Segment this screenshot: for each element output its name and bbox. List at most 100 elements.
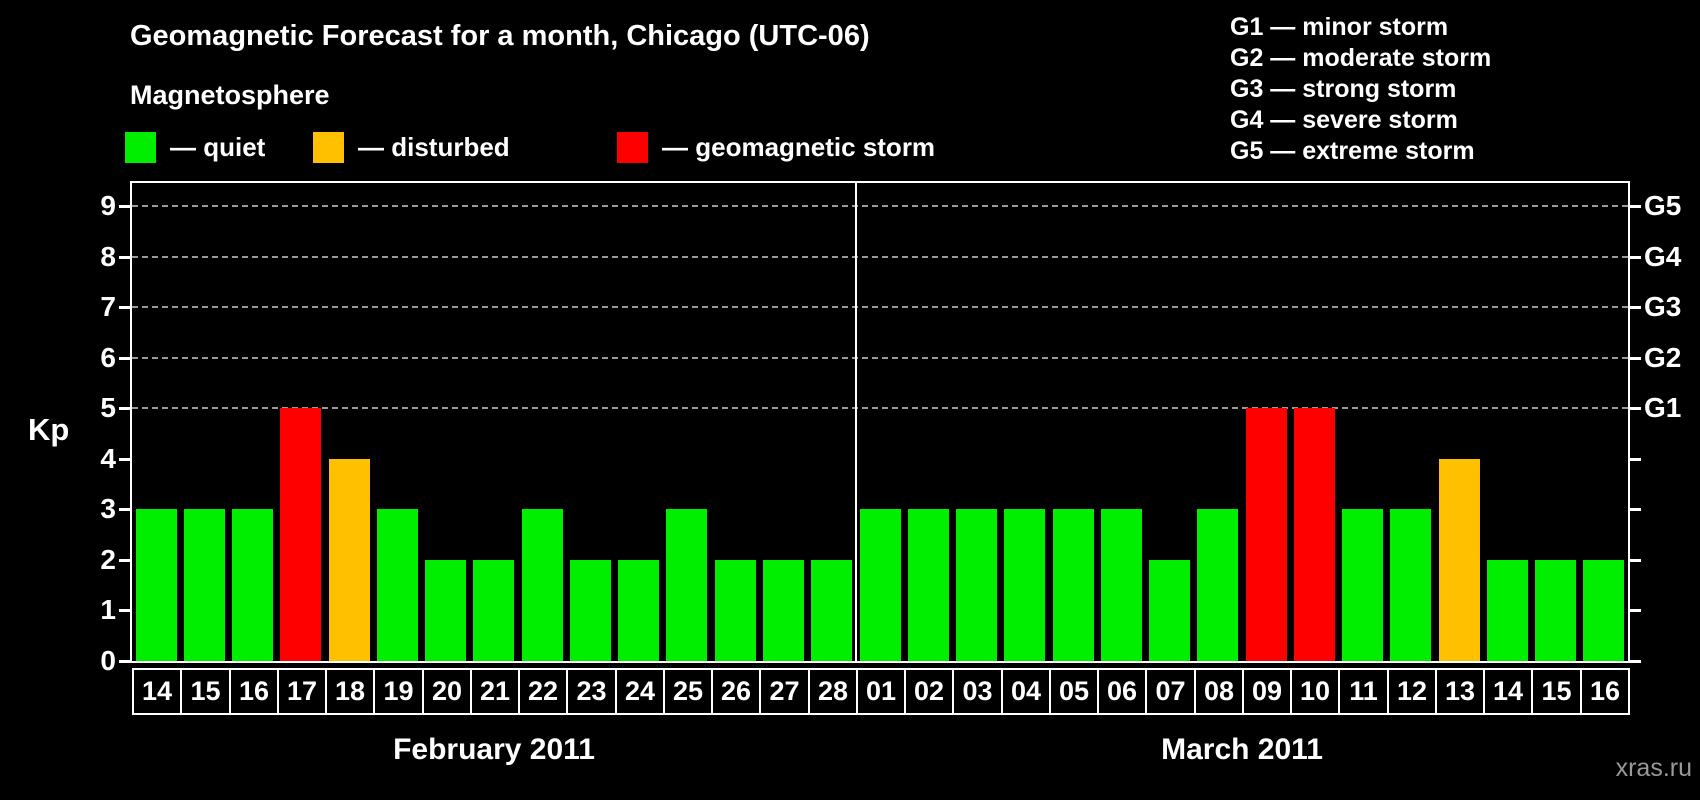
- kp-bar-day-06: [1101, 509, 1142, 661]
- y-tick-left: [119, 255, 132, 259]
- day-label-09: 09: [1242, 668, 1292, 715]
- kp-bar-day-21: [473, 560, 514, 661]
- right-axis-label-G3: G3: [1644, 291, 1682, 323]
- day-label-27: 27: [759, 668, 810, 715]
- day-label-28: 28: [808, 668, 858, 715]
- day-label-02: 02: [904, 668, 954, 715]
- legend-swatch-disturbed: [313, 132, 344, 163]
- y-tick-label-5: 5: [100, 392, 116, 424]
- y-tick-label-6: 6: [100, 341, 116, 373]
- day-label-17: 17: [277, 668, 327, 715]
- gridline-kp6: [132, 356, 1628, 359]
- kp-bar-day-16: [232, 509, 273, 661]
- kp-bar-day-28: [811, 560, 852, 661]
- y-tick-label-2: 2: [100, 543, 116, 575]
- kp-bar-day-13: [1439, 459, 1480, 661]
- kp-bar-day-02: [908, 509, 949, 661]
- g-scale-item-1: G1 — minor storm: [1230, 13, 1449, 41]
- day-label-24: 24: [615, 668, 665, 715]
- day-label-14: 14: [1483, 668, 1533, 715]
- kp-bar-day-27: [763, 560, 804, 661]
- right-axis-label-G5: G5: [1644, 189, 1682, 221]
- kp-bar-day-16: [1583, 560, 1624, 661]
- y-tick-right: [1628, 204, 1641, 208]
- month-label: February 2011: [393, 733, 595, 766]
- kp-bar-day-19: [377, 509, 418, 661]
- y-tick-left: [119, 660, 132, 663]
- day-label-16: 16: [229, 668, 279, 715]
- day-label-21: 21: [470, 668, 520, 715]
- month-labels: February 2011 March 2011: [0, 733, 1700, 773]
- kp-bar-day-12: [1390, 509, 1431, 661]
- kp-bar-day-04: [1004, 509, 1045, 661]
- legend-label-disturbed: — disturbed: [358, 132, 510, 162]
- day-label-12: 12: [1387, 668, 1437, 715]
- day-label-25: 25: [663, 668, 713, 715]
- day-label-05: 05: [1049, 668, 1099, 715]
- kp-bar-day-09: [1246, 408, 1287, 661]
- kp-bar-day-03: [956, 509, 997, 661]
- kp-bar-day-01: [860, 509, 901, 661]
- plot-area: [132, 183, 1628, 661]
- y-tick-right: [1628, 660, 1641, 663]
- kp-bar-day-14: [1487, 560, 1528, 661]
- day-label-14: 14: [132, 668, 182, 715]
- y-tick-left: [119, 407, 132, 411]
- g-scale-item-2: G2 — moderate storm: [1230, 44, 1492, 72]
- day-axis-row: 14 15 16 17 18 19 20 21 22 23 24 25 26 27 28 01 02 03 04 05…: [132, 668, 1634, 715]
- kp-bar-day-11: [1342, 509, 1383, 661]
- y-axis-label: Kp: [28, 412, 70, 447]
- legend-label-storm: — geomagnetic storm: [662, 132, 936, 162]
- kp-bar-day-18: [329, 459, 370, 661]
- y-tick-left: [119, 609, 132, 613]
- day-label-10: 10: [1290, 668, 1340, 715]
- y-tick-label-4: 4: [100, 442, 116, 474]
- day-label-23: 23: [566, 668, 617, 715]
- legend-item-storm: — geomagnetic storm: [617, 132, 935, 163]
- day-label-01: 01: [856, 668, 906, 715]
- g-scale-item-4: G4 — severe storm: [1230, 106, 1458, 134]
- magnetosphere-label: Magnetosphere: [130, 80, 330, 110]
- day-label-13: 13: [1435, 668, 1485, 715]
- y-tick-left: [119, 204, 132, 208]
- kp-bar-day-15: [1535, 560, 1576, 661]
- y-tick-left: [119, 457, 132, 461]
- day-label-11: 11: [1338, 668, 1389, 715]
- legend-swatch-quiet: [125, 132, 156, 163]
- kp-bar-day-10: [1294, 408, 1335, 661]
- y-tick-label-3: 3: [100, 493, 116, 525]
- kp-bar-day-26: [715, 560, 756, 661]
- day-label-18: 18: [325, 668, 375, 715]
- gridline-kp9: [132, 204, 1628, 207]
- kp-bar-day-14: [136, 509, 177, 661]
- right-axis-label-G4: G4: [1644, 240, 1682, 272]
- kp-bar-day-22: [522, 509, 563, 661]
- y-tick-right: [1628, 609, 1641, 613]
- y-tick-right: [1628, 306, 1641, 310]
- gridline-kp5: [132, 407, 1628, 410]
- kp-status-legend: — quiet — disturbed — geomagnetic storm: [0, 132, 1100, 166]
- gridline-kp8: [132, 255, 1628, 258]
- kp-bar-day-24: [618, 560, 659, 661]
- kp-bar-day-23: [570, 560, 611, 661]
- legend-item-quiet: — quiet: [125, 132, 265, 163]
- day-label-15: 15: [180, 668, 231, 715]
- month-separator: [855, 183, 857, 661]
- y-tick-label-0: 0: [100, 645, 116, 676]
- y-tick-left: [119, 508, 132, 512]
- gridline-kp7: [132, 306, 1628, 309]
- day-label-04: 04: [1001, 668, 1051, 715]
- day-label-16: 16: [1580, 668, 1630, 715]
- legend-swatch-storm: [617, 132, 648, 163]
- day-label-20: 20: [422, 668, 472, 715]
- y-tick-label-8: 8: [100, 240, 116, 272]
- kp-bar-day-20: [425, 560, 466, 661]
- watermark: xras.ru: [1615, 754, 1692, 782]
- g-scale-item-3: G3 — strong storm: [1230, 75, 1457, 103]
- legend-label-quiet: — quiet: [170, 132, 266, 162]
- chart-title: Geomagnetic Forecast for a month, Chicag…: [130, 20, 870, 52]
- g-scale-legend: G1 — minor storm G2 — moderate storm G3 — …: [1230, 12, 1491, 167]
- g-scale-item-5: G5 — extreme storm: [1230, 137, 1475, 165]
- y-tick-left: [119, 558, 132, 562]
